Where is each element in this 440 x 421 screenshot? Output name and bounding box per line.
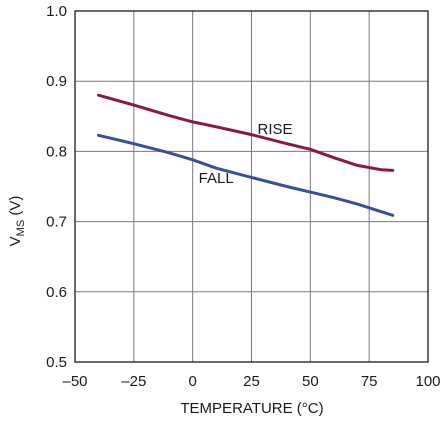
- y-axis-title-subscript: MS: [15, 220, 27, 237]
- series-label-rise: RISE: [258, 121, 293, 138]
- x-tick-label: –50: [62, 373, 87, 390]
- y-tick-label: 1.0: [46, 3, 67, 20]
- x-tick-label: 75: [361, 373, 378, 390]
- x-tick-label: 50: [302, 373, 319, 390]
- y-axis-title: VMS (V): [7, 196, 27, 247]
- x-tick-label: 100: [415, 373, 440, 390]
- x-axis-title: TEMPERATURE (°C): [180, 400, 323, 417]
- grid: [74, 10, 429, 363]
- y-tick-label: 0.6: [46, 284, 67, 301]
- y-tick-label: 0.9: [46, 73, 67, 90]
- y-tick-label: 0.7: [46, 214, 67, 231]
- x-tick-labels: –50 –25 0 25 50 75 100: [62, 373, 440, 390]
- series-annotations: RISE FALL: [199, 121, 293, 187]
- plot-frame: [74, 10, 429, 363]
- series-line-rise: [97, 93, 395, 172]
- series-label-fall: FALL: [199, 170, 234, 187]
- y-axis-title-tail: (V): [7, 196, 24, 220]
- x-tick-label: –25: [121, 373, 146, 390]
- x-tick-label: 0: [188, 373, 196, 390]
- y-tick-label: 0.8: [46, 143, 67, 160]
- series-layer: [97, 93, 395, 217]
- x-tick-label: 25: [243, 373, 260, 390]
- y-axis-title-main: V: [7, 236, 24, 246]
- y-tick-labels: 0.5 0.6 0.7 0.8 0.9 1.0: [46, 3, 67, 371]
- y-tick-label: 0.5: [46, 354, 67, 371]
- series-line-fall: [97, 133, 395, 217]
